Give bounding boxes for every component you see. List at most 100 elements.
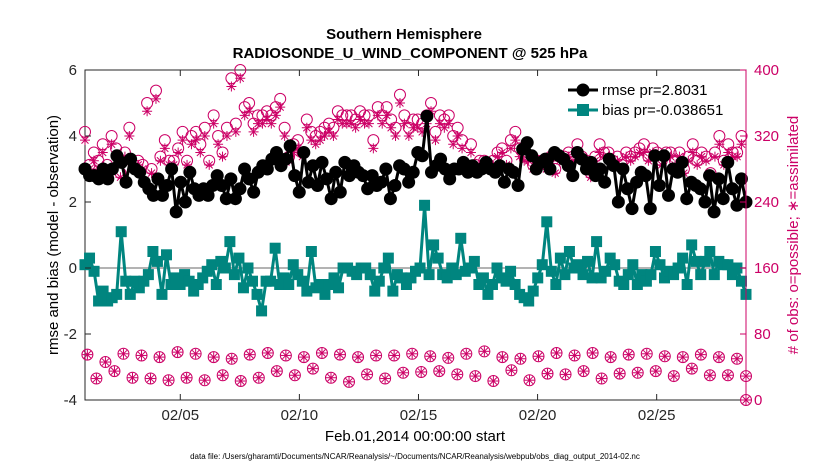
bias-point (672, 262, 684, 274)
bias-point (563, 246, 575, 257)
bias-point (387, 285, 399, 297)
obs-assimilated-marker (687, 147, 698, 158)
rmse-point (324, 192, 338, 206)
rmse-point (333, 185, 347, 199)
obs-assimilated-marker (377, 118, 388, 129)
rmse-point (206, 179, 220, 192)
bias-point (183, 275, 195, 287)
rmse-point (734, 172, 748, 186)
bias-point (274, 279, 286, 290)
rmse-point (698, 195, 712, 209)
obs-assimilated-marker (524, 375, 535, 386)
bias-point (228, 269, 240, 281)
obs-possible-marker (144, 372, 157, 385)
bias-point (93, 295, 105, 307)
bias-point (640, 275, 652, 287)
bias-point (591, 236, 603, 248)
rmse-point (242, 172, 256, 186)
rmse-point (224, 172, 238, 186)
obs-assimilated-marker (142, 106, 153, 117)
obs-possible-marker (162, 374, 175, 387)
obs-assimilated-marker (465, 147, 476, 158)
bias-point (215, 255, 227, 267)
obs-possible-marker (252, 371, 265, 384)
bias-point (595, 272, 607, 284)
y-right-tick-label: 0 (754, 392, 762, 409)
rmse-point (151, 172, 165, 186)
obs-assimilated-marker (190, 348, 201, 359)
obs-assimilated-marker (605, 352, 616, 363)
obs-assimilated-marker (371, 350, 382, 361)
obs-possible-marker (550, 346, 563, 359)
bias-point (219, 262, 231, 274)
obs-possible-marker (442, 351, 455, 364)
obs-possible-marker (532, 350, 545, 363)
rmse-point (611, 195, 625, 209)
obs-possible-marker (721, 369, 734, 382)
bias-point (396, 272, 408, 284)
bias-point (419, 199, 431, 211)
obs-assimilated-marker (713, 352, 724, 363)
obs-possible-marker (198, 374, 211, 387)
obs-assimilated-marker (280, 350, 291, 361)
bias-point (247, 275, 259, 287)
bias-point (400, 279, 412, 290)
rmse-point (693, 182, 707, 196)
bias-point (441, 272, 453, 284)
rmse-point (415, 149, 429, 163)
rmse-point (178, 195, 192, 209)
rmse-point (712, 172, 726, 186)
obs-assimilated-marker (621, 151, 632, 162)
obs-possible-marker (261, 346, 274, 359)
bias-point (505, 265, 517, 277)
bias-point (681, 279, 693, 290)
obs-possible-marker (297, 351, 310, 364)
rmse-point (201, 188, 215, 202)
bias-point (545, 265, 557, 277)
obs-assimilated-marker (578, 366, 589, 377)
obs-assimilated-marker (204, 159, 215, 170)
rmse-point (160, 179, 174, 192)
bias-point (645, 269, 657, 281)
obs-assimilated-marker (560, 369, 571, 380)
rmse-point (593, 162, 607, 176)
obs-assimilated-marker (248, 126, 259, 137)
obs-assimilated-marker (386, 122, 397, 133)
obs-assimilated-marker (434, 118, 445, 129)
obs-assimilated-marker (692, 159, 703, 170)
rmse-point (620, 182, 634, 196)
bias-point (468, 255, 480, 267)
obs-possible-marker (388, 349, 401, 362)
rmse-point (648, 149, 662, 163)
y-right-tick-label: 80 (754, 326, 771, 343)
rmse-point (525, 149, 539, 163)
obs-possible-marker (667, 370, 680, 383)
obs-assimilated-marker (677, 352, 688, 363)
obs-assimilated-marker (208, 118, 219, 129)
obs-possible-marker (613, 367, 626, 380)
rmse-point (443, 172, 457, 186)
obs-assimilated-marker (641, 348, 652, 359)
obs-assimilated-marker (452, 369, 463, 380)
bias-point (287, 259, 299, 271)
obs-assimilated-marker (226, 81, 237, 92)
obs-assimilated-marker (279, 131, 290, 141)
rmse-point (511, 179, 525, 192)
bias-point (369, 285, 381, 297)
obs-possible-marker (433, 365, 446, 378)
obs-possible-marker (370, 349, 383, 362)
obs-assimilated-marker (109, 366, 120, 377)
chart-title: Southern Hemisphere (326, 26, 482, 43)
rmse-point (96, 162, 110, 176)
bias-point (604, 252, 616, 264)
rmse-point (625, 202, 639, 216)
obs-assimilated-marker (230, 126, 241, 137)
rmse-point (247, 185, 261, 199)
rmse-point (438, 162, 452, 176)
obs-possible-marker (117, 347, 130, 360)
bias-point (265, 275, 277, 287)
rmse-point (283, 139, 297, 153)
bias-point (582, 255, 594, 267)
bias-point (541, 216, 553, 228)
